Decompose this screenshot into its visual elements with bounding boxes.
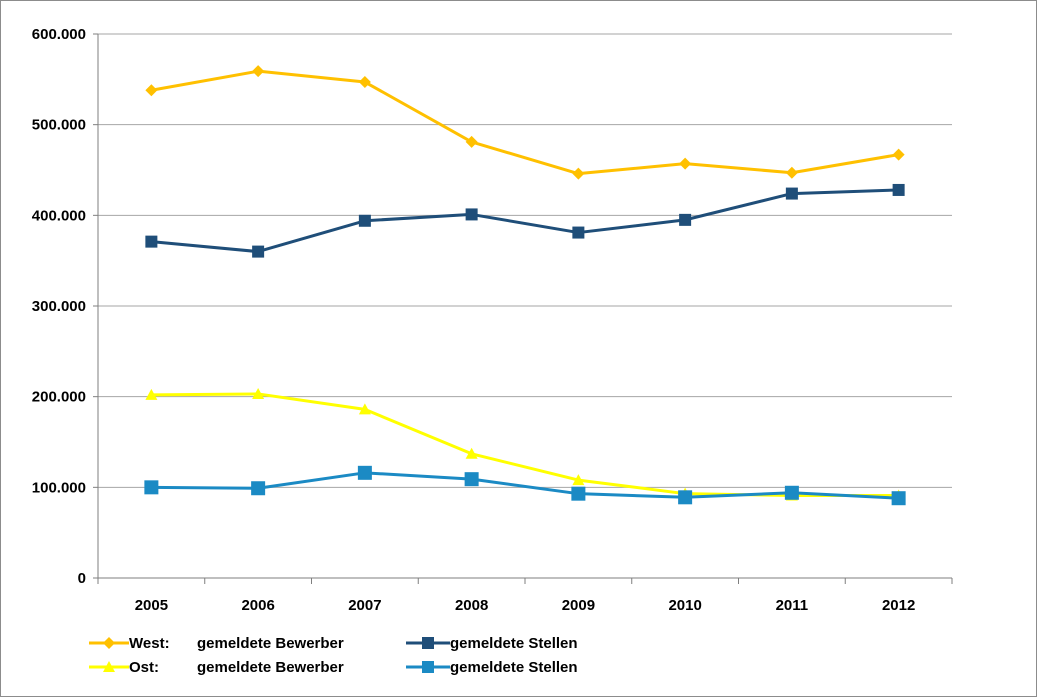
x-tick-label: 2012: [882, 597, 915, 614]
chart-legend: West: gemeldete Bewerber gemeldete Stell…: [89, 631, 649, 679]
series-line-0: [151, 69, 899, 176]
y-tick-label: 500.000: [32, 117, 86, 134]
data-point: [465, 135, 478, 148]
x-tick-label: 2008: [455, 597, 488, 614]
data-point: [358, 214, 371, 227]
data-point: [145, 388, 158, 400]
data-point: [572, 226, 585, 239]
legend-marker-ost-stellen: [406, 661, 450, 673]
data-point: [144, 480, 159, 495]
y-tick-label: 600.000: [32, 26, 86, 43]
data-point: [358, 76, 371, 89]
data-point: [785, 187, 798, 200]
legend-row-ost: Ost: gemeldete Bewerber gemeldete Stelle…: [89, 655, 649, 679]
data-point: [892, 183, 905, 196]
data-point: [571, 486, 586, 501]
y-tick-label: 300.000: [32, 298, 86, 315]
data-point: [465, 447, 478, 459]
data-point: [465, 208, 478, 221]
x-tick-label: 2005: [135, 597, 168, 614]
data-point: [679, 157, 692, 170]
x-tick-label: 2009: [562, 597, 595, 614]
x-tick-label: 2006: [241, 597, 274, 614]
legend-label-ost-stellen: gemeldete Stellen: [450, 658, 578, 676]
data-point: [572, 167, 585, 180]
data-point: [252, 245, 265, 258]
y-tick-label: 200.000: [32, 389, 86, 406]
data-point: [679, 213, 692, 226]
legend-prefix-ost: Ost:: [129, 658, 159, 676]
legend-marker-west-stellen: [406, 637, 450, 649]
legend-prefix-west: West:: [129, 634, 170, 652]
data-point: [252, 387, 265, 399]
data-point: [252, 65, 265, 78]
data-point: [145, 84, 158, 97]
data-point: [891, 491, 906, 506]
legend-label-ost-bewerber: gemeldete Bewerber: [197, 658, 344, 676]
series-line-1: [151, 188, 899, 254]
legend-marker-west-bewerber: [89, 637, 129, 649]
data-point: [784, 485, 799, 500]
legend-entry-ost-bewerber: Ost: gemeldete Bewerber: [89, 655, 344, 679]
data-point: [464, 472, 479, 487]
y-tick-label: 400.000: [32, 207, 86, 224]
legend-marker-ost-bewerber: [89, 661, 129, 672]
legend-entry-west-stellen: gemeldete Stellen: [406, 631, 578, 655]
data-point: [358, 403, 371, 415]
data-point: [251, 481, 266, 496]
y-tick-label: 0: [78, 570, 86, 587]
x-tick-label: 2011: [776, 597, 809, 614]
series-line-3: [151, 471, 899, 500]
legend-entry-ost-stellen: gemeldete Stellen: [406, 655, 578, 679]
legend-label-west-stellen: gemeldete Stellen: [450, 634, 578, 652]
data-point: [145, 235, 158, 248]
legend-entry-west-bewerber: West: gemeldete Bewerber: [89, 631, 344, 655]
data-point: [785, 166, 798, 179]
legend-row-west: West: gemeldete Bewerber gemeldete Stell…: [89, 631, 649, 655]
x-tick-label: 2007: [348, 597, 381, 614]
data-point: [357, 465, 372, 480]
data-point: [678, 490, 693, 505]
data-point: [572, 474, 585, 486]
data-point: [892, 148, 905, 161]
series-line-2: [151, 392, 899, 497]
y-tick-label: 100.000: [32, 479, 86, 496]
x-tick-label: 2010: [668, 597, 701, 614]
legend-label-west-bewerber: gemeldete Bewerber: [197, 634, 344, 652]
